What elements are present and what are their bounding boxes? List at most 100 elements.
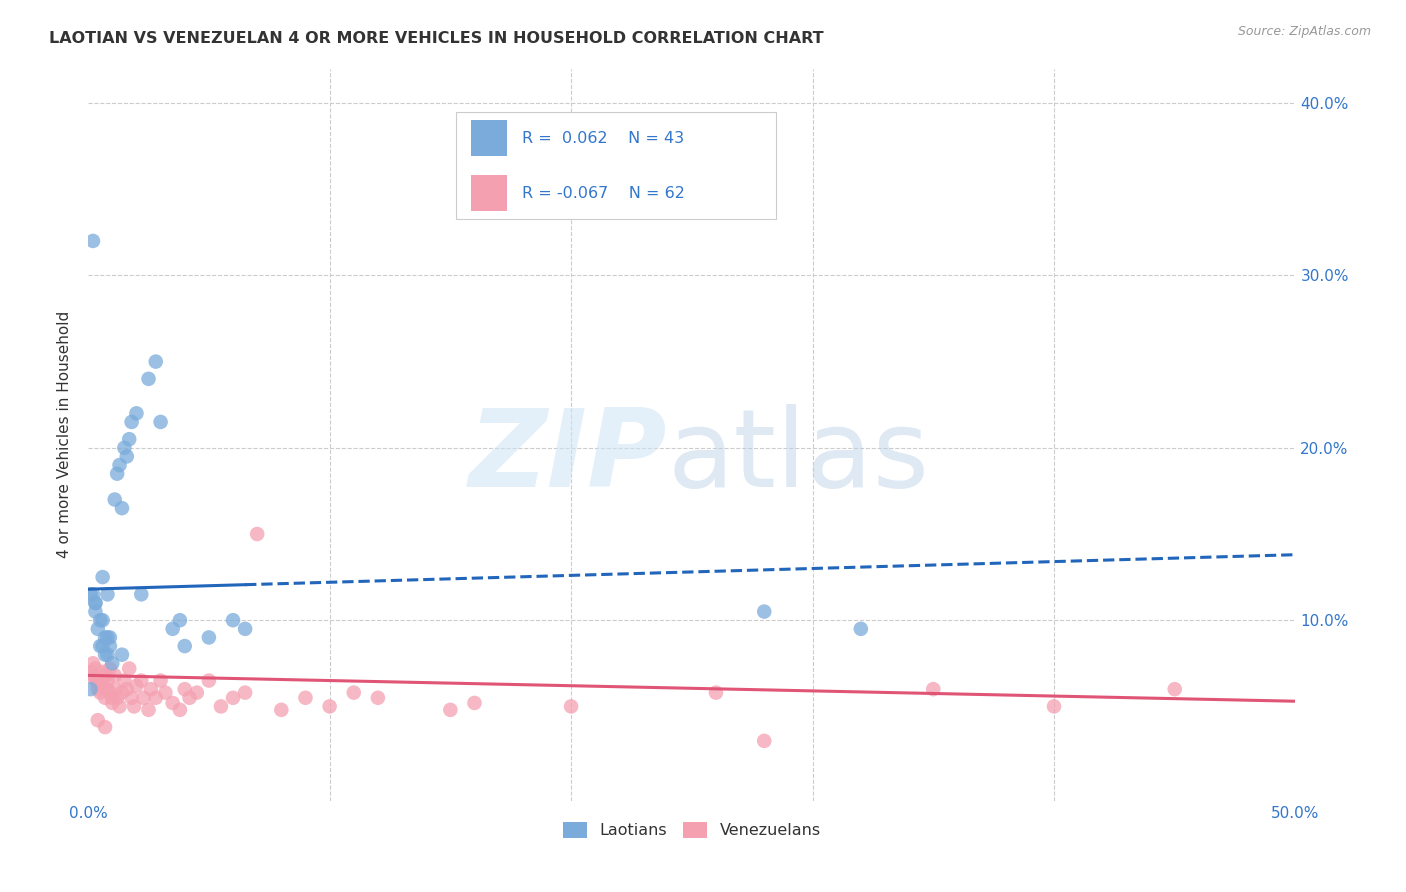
Point	[98, 685, 121, 699]
Point	[138, 703, 160, 717]
Point	[98, 639, 121, 653]
Point	[139, 682, 162, 697]
Point	[121, 415, 143, 429]
Point	[198, 673, 221, 688]
Point	[115, 450, 138, 464]
Point	[155, 685, 177, 699]
Point	[105, 690, 128, 705]
Point	[922, 682, 945, 697]
Point	[849, 622, 872, 636]
Point	[96, 587, 118, 601]
FancyBboxPatch shape	[471, 120, 508, 156]
Point	[145, 354, 167, 368]
Point	[104, 668, 127, 682]
Point	[87, 713, 110, 727]
Point	[82, 657, 104, 671]
Text: atlas: atlas	[668, 404, 929, 510]
Point	[1164, 682, 1187, 697]
Point	[270, 703, 292, 717]
Point	[84, 596, 107, 610]
Point	[94, 720, 117, 734]
Point	[104, 492, 127, 507]
Point	[84, 673, 107, 688]
Point	[1043, 699, 1066, 714]
Point	[246, 527, 269, 541]
Point	[463, 696, 485, 710]
Point	[186, 685, 208, 699]
Point	[118, 661, 141, 675]
FancyBboxPatch shape	[457, 112, 776, 219]
Point	[115, 682, 138, 697]
FancyBboxPatch shape	[471, 175, 508, 211]
Point	[87, 682, 110, 697]
Point	[91, 639, 114, 653]
Point	[79, 682, 101, 697]
Point	[94, 648, 117, 662]
Point	[84, 605, 107, 619]
Point	[111, 501, 134, 516]
Text: Source: ZipAtlas.com: Source: ZipAtlas.com	[1237, 25, 1371, 38]
Legend: Laotians, Venezuelans: Laotians, Venezuelans	[557, 815, 827, 845]
Point	[318, 699, 340, 714]
Point	[129, 673, 152, 688]
Point	[754, 605, 776, 619]
Text: R =  0.062    N = 43: R = 0.062 N = 43	[522, 130, 683, 145]
Point	[79, 587, 101, 601]
Point	[222, 613, 245, 627]
Point	[98, 661, 121, 675]
Point	[173, 639, 195, 653]
Point	[754, 734, 776, 748]
Point	[149, 673, 172, 688]
Point	[145, 690, 167, 705]
Point	[96, 648, 118, 662]
Point	[162, 696, 184, 710]
Point	[101, 657, 124, 671]
Point	[125, 679, 148, 693]
Point	[439, 703, 461, 717]
Y-axis label: 4 or more Vehicles in Household: 4 or more Vehicles in Household	[58, 311, 72, 558]
Point	[94, 668, 117, 682]
Point	[96, 631, 118, 645]
Point	[108, 458, 131, 472]
Point	[101, 690, 124, 705]
Point	[91, 673, 114, 688]
Point	[112, 673, 135, 688]
Point	[89, 639, 111, 653]
Point	[125, 406, 148, 420]
Point	[138, 372, 160, 386]
Point	[79, 665, 101, 679]
Point	[89, 679, 111, 693]
Point	[91, 570, 114, 584]
Point	[105, 467, 128, 481]
Point	[84, 661, 107, 675]
Point	[179, 690, 201, 705]
Point	[209, 699, 232, 714]
Point	[560, 699, 582, 714]
Point	[94, 631, 117, 645]
Point	[89, 613, 111, 627]
Point	[94, 690, 117, 705]
Point	[89, 685, 111, 699]
Point	[129, 587, 152, 601]
Point	[173, 682, 195, 697]
Point	[82, 234, 104, 248]
Point	[294, 690, 316, 705]
Point	[132, 690, 155, 705]
Point	[87, 673, 110, 688]
Point	[704, 685, 727, 699]
Point	[108, 699, 131, 714]
Point	[111, 648, 134, 662]
Point	[111, 685, 134, 699]
Point	[343, 685, 366, 699]
Point	[112, 441, 135, 455]
Point	[91, 665, 114, 679]
Point	[96, 682, 118, 697]
Point	[122, 699, 145, 714]
Point	[98, 631, 121, 645]
Point	[121, 690, 143, 705]
Point	[162, 622, 184, 636]
Point	[233, 685, 256, 699]
Point	[96, 673, 118, 688]
Point	[169, 613, 191, 627]
Text: ZIP: ZIP	[470, 404, 668, 510]
